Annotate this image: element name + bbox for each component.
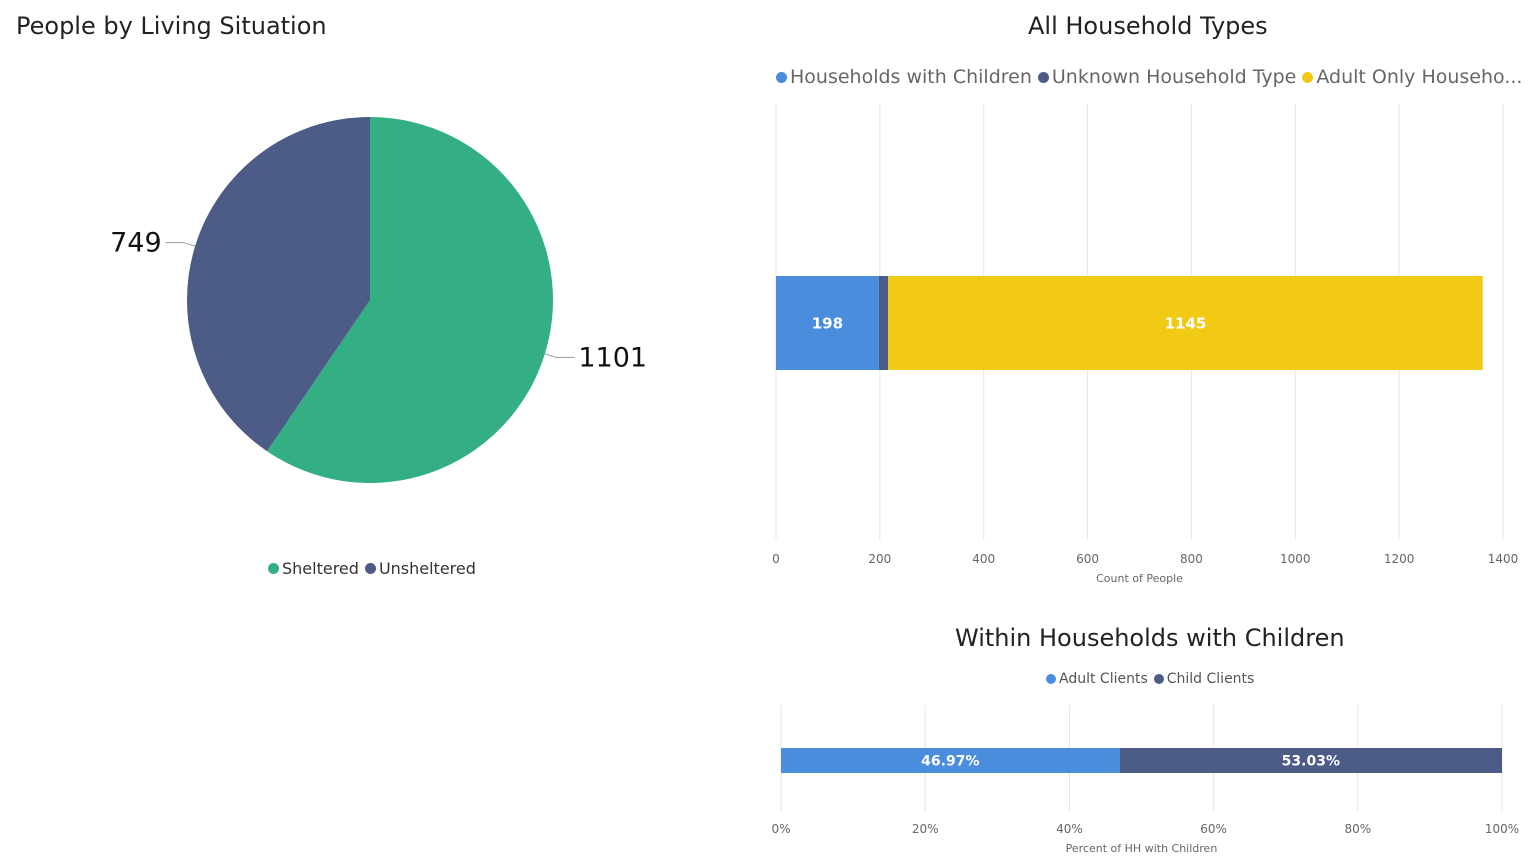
x-tick-label: 0% [771,822,790,836]
legend-item-unsheltered[interactable]: Unsheltered [364,559,476,578]
legend-item-sheltered[interactable]: Sheltered [268,559,359,578]
legend-dot-unsheltered [364,563,376,574]
x-tick-label: 20% [912,822,939,836]
x-tick-label: 40% [1056,822,1083,836]
legend-label-households-with-children: Households with Children [790,66,1032,88]
x-tick-label: 80% [1344,822,1371,836]
children-households-legend: Adult Clients Child Clients [1046,671,1260,687]
x-tick-label: 600 [1076,552,1099,566]
x-tick-label: 400 [972,552,995,566]
children-households-title: Within Households with Children [955,624,1345,652]
legend-item-adult-clients[interactable]: Adult Clients [1046,671,1148,687]
pie-slice-sheltered[interactable] [267,117,553,483]
data-label-child-clients: 53.03% [1282,754,1340,770]
bar-adult-only-househo[interactable] [888,276,1483,370]
bar-households-with-children[interactable] [776,276,879,370]
bar-child-clients[interactable] [1119,748,1502,773]
legend-dot-adult-clients [1046,674,1056,684]
data-label-households-with-children: 198 [812,314,843,332]
x-tick-label: 200 [868,552,891,566]
legend-dot-households-with-children [776,71,787,83]
children-households-chart: 0% 20% 40% 60% 80% 100% Percent of HH with Chi… [771,705,1519,855]
legend-item-households-with-children[interactable]: Households with Children [776,66,1032,88]
pie-leader-line-unsheltered [165,242,196,247]
legend-dot-child-clients [1153,674,1164,684]
pie-legend: Sheltered Unsheltered [268,559,482,578]
x-axis-title: Count of People [1096,572,1183,585]
bar-unknown-household-type[interactable] [878,276,889,370]
pie-data-label-sheltered: 1101 [578,342,647,373]
x-tick-label: 1000 [1280,552,1311,566]
household-types-title: All Household Types [1028,12,1268,40]
pie-chart-title: People by Living Situation [16,12,327,40]
pie-chart: 1101 749 [110,116,647,483]
pie-slice-unsheltered[interactable] [187,116,370,452]
x-tick-label: 1400 [1488,552,1519,566]
legend-dot-sheltered [268,563,279,574]
data-label-adult-only-househo: 1145 [1165,314,1207,332]
bar-adult-clients[interactable] [781,748,1120,773]
legend-label-child-clients: Child Clients [1166,671,1255,687]
pie-data-label-unsheltered: 749 [110,228,162,259]
x-tick-label: 800 [1180,552,1203,566]
household-types-chart: 0 200 400 600 800 1000 1200 1400 Count of People… [772,104,1518,585]
legend-label-unknown-household-type: Unknown Household Type [1051,66,1297,88]
x-tick-label: 1200 [1384,552,1415,566]
legend-dot-unknown-household-type [1037,71,1049,83]
x-tick-label: 0 [772,552,780,566]
legend-label-sheltered: Sheltered [282,559,359,578]
household-types-legend: Households with Children Unknown Househo… [776,66,1528,88]
legend-label-adult-only: Adult Only Househo... [1316,66,1523,88]
x-tick-label: 100% [1485,822,1519,836]
legend-dot-adult-only [1302,71,1314,83]
x-axis-title: Percent of HH with Children [1066,842,1218,855]
pie-leader-line-sheltered [544,353,575,358]
legend-label-unsheltered: Unsheltered [378,559,476,578]
legend-label-adult-clients: Adult Clients [1059,671,1148,687]
legend-item-child-clients[interactable]: Child Clients [1153,671,1255,687]
legend-item-unknown-household-type[interactable]: Unknown Household Type [1037,66,1297,88]
data-label-adult-clients: 46.97% [921,754,979,770]
legend-item-adult-only[interactable]: Adult Only Househo... [1302,66,1522,88]
x-tick-label: 60% [1200,822,1227,836]
